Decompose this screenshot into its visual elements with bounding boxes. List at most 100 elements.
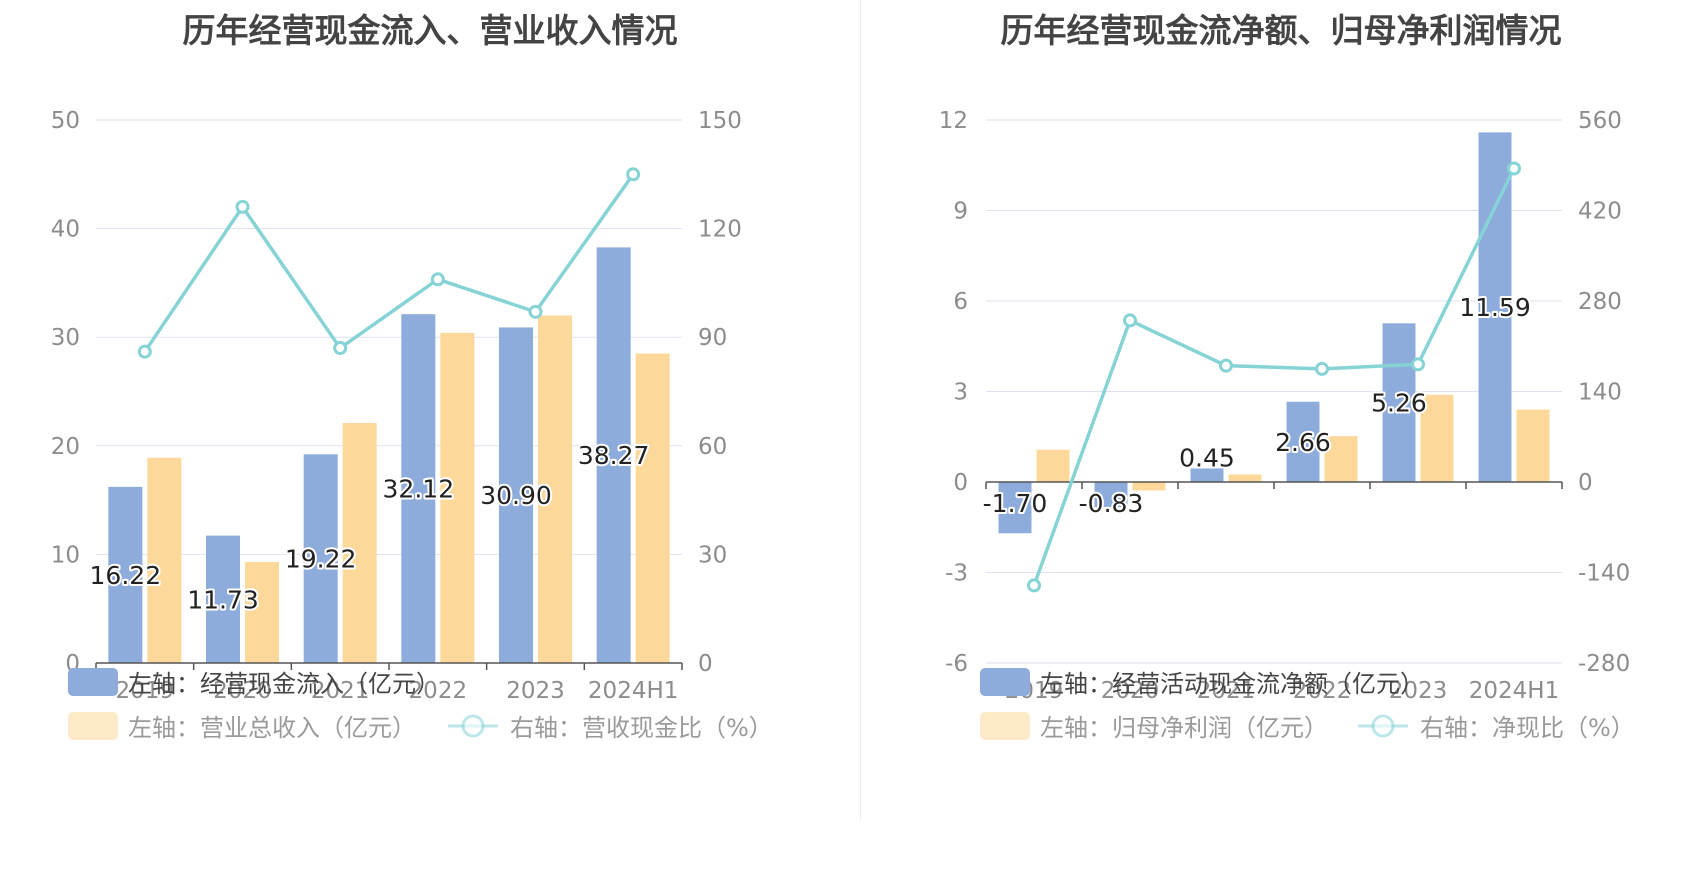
right-legend-bar1-swatch bbox=[980, 667, 1030, 696]
legend-line-marker bbox=[1371, 714, 1395, 737]
right-left-tick-label: 3 bbox=[953, 380, 968, 406]
right-right-tick-label: 0 bbox=[1578, 470, 1593, 496]
left-left-tick-label: 10 bbox=[51, 542, 80, 568]
left-data-label: 11.73 bbox=[187, 585, 259, 614]
right-chart-title: 历年经营现金流净额、归母净利润情况 bbox=[1000, 11, 1562, 50]
right-bar-series2 bbox=[1324, 436, 1358, 482]
left-chart-title: 历年经营现金流入、营业收入情况 bbox=[182, 11, 678, 50]
right-right-tick-label: -140 bbox=[1578, 561, 1630, 587]
left-chart-panel: 历年经营现金流入、营业收入情况 0 10 20 30 40 50 0 30 60 90 120 150… bbox=[51, 11, 773, 743]
left-legend-bar2[interactable]: 左轴：营业总收入（亿元） bbox=[68, 708, 416, 743]
right-left-tick-label: 9 bbox=[953, 199, 968, 225]
left-line-point bbox=[626, 167, 641, 182]
right-bar-series2 bbox=[1132, 482, 1166, 491]
left-line-point bbox=[235, 199, 250, 214]
right-legend-line-label: 右轴：净现比（%） bbox=[1420, 714, 1635, 742]
right-right-tick-label: 280 bbox=[1578, 289, 1622, 315]
left-legend-bar1-swatch bbox=[68, 667, 118, 696]
left-category-label: 2022 bbox=[409, 678, 468, 704]
right-bar-series1 bbox=[1382, 323, 1416, 482]
legend-line-marker bbox=[461, 714, 485, 737]
left-data-label: 30.90 bbox=[480, 481, 552, 510]
left-data-label: 32.12 bbox=[383, 475, 455, 504]
left-bar-series2 bbox=[342, 422, 377, 663]
left-line-point bbox=[430, 272, 445, 287]
right-data-label: 11.59 bbox=[1459, 293, 1531, 322]
right-legend-bar2-swatch bbox=[980, 711, 1030, 740]
left-bar-series1 bbox=[303, 454, 338, 663]
right-data-label: 2.66 bbox=[1275, 428, 1331, 457]
right-left-tick-label: 0 bbox=[953, 470, 968, 496]
left-right-tick-label: 150 bbox=[698, 108, 742, 134]
right-category-label: 2024H1 bbox=[1469, 678, 1559, 704]
right-line-point bbox=[1027, 578, 1041, 593]
right-left-tick-label: -6 bbox=[945, 651, 968, 677]
right-data-label: -1.70 bbox=[983, 489, 1048, 518]
right-legend-bar2[interactable]: 左轴：归母净利润（亿元） bbox=[980, 708, 1328, 743]
left-line-point bbox=[333, 341, 348, 356]
left-data-label: 19.22 bbox=[285, 545, 357, 574]
left-line-point bbox=[137, 344, 152, 359]
right-bar-series2 bbox=[1036, 449, 1070, 482]
right-legend-bar1[interactable]: 左轴：经营活动现金流净额（亿元） bbox=[980, 664, 1424, 699]
left-left-tick-label: 50 bbox=[51, 108, 80, 134]
right-chart-panel: 历年经营现金流净额、归母净利润情况 -6 -3 0 3 6 9 12 -280 -140 0 140… bbox=[862, 0, 1700, 874]
right-left-tick-label: 12 bbox=[939, 108, 968, 134]
left-category-label: 2023 bbox=[506, 678, 565, 704]
right-category-label: 2023 bbox=[1389, 678, 1448, 704]
right-bar-series1 bbox=[1190, 468, 1224, 482]
left-left-tick-label: 30 bbox=[51, 325, 80, 351]
left-left-tick-label: 20 bbox=[51, 434, 80, 460]
right-left-tick-label: 6 bbox=[953, 289, 968, 315]
right-bar-series1 bbox=[1094, 482, 1128, 508]
left-bar-series2 bbox=[538, 315, 572, 663]
left-bar-series1 bbox=[108, 486, 143, 663]
right-legend-bar1-label: 左轴：经营活动现金流净额（亿元） bbox=[1040, 670, 1424, 698]
right-legend-line-swatch bbox=[1358, 714, 1408, 737]
right-right-tick-label: -280 bbox=[1578, 651, 1630, 677]
right-category-label: 2022 bbox=[1293, 678, 1352, 704]
right-left-tick-label: -3 bbox=[945, 561, 968, 587]
right-line-series bbox=[1032, 167, 1516, 587]
right-bar-series2 bbox=[1228, 474, 1262, 482]
left-category-label: 2024H1 bbox=[588, 678, 678, 704]
left-bar-series1 bbox=[499, 327, 533, 663]
left-line-series bbox=[143, 173, 635, 353]
left-category-label: 2019 bbox=[116, 678, 175, 704]
right-bar-series2 bbox=[1516, 409, 1550, 482]
right-data-label: 5.26 bbox=[1371, 389, 1427, 418]
right-data-label: 0.45 bbox=[1179, 443, 1235, 472]
right-line-point bbox=[1315, 361, 1329, 376]
left-data-label: 38.27 bbox=[578, 441, 650, 470]
left-legend-line-swatch bbox=[448, 714, 498, 737]
right-legend-line[interactable]: 右轴：净现比（%） bbox=[1356, 708, 1635, 743]
right-bar-series1 bbox=[998, 482, 1032, 534]
left-bar-series1 bbox=[401, 314, 436, 663]
right-data-label: -0.83 bbox=[1079, 489, 1144, 518]
left-data-label: 16.22 bbox=[90, 561, 162, 590]
left-legend-line[interactable]: 右轴：营收现金比（%） bbox=[446, 708, 773, 743]
right-legend-bar2-label: 左轴：归母净利润（亿元） bbox=[1040, 714, 1328, 742]
left-bar-series1 bbox=[206, 535, 240, 663]
right-line-point bbox=[1507, 161, 1521, 176]
panel-divider bbox=[860, 0, 861, 820]
left-right-tick-label: 0 bbox=[698, 651, 713, 677]
left-left-tick-label: 40 bbox=[51, 217, 80, 243]
right-line-point bbox=[1123, 313, 1137, 328]
left-bar-series2 bbox=[147, 457, 182, 663]
left-bar-series2 bbox=[245, 562, 279, 663]
left-legend-bar2-swatch bbox=[68, 711, 118, 740]
right-category-label: 2021 bbox=[1197, 678, 1256, 704]
right-bar-series1 bbox=[1478, 132, 1512, 482]
left-bar-series1 bbox=[596, 247, 631, 663]
left-legend-bar1[interactable]: 左轴：经营现金流入（亿元） bbox=[68, 664, 440, 699]
right-bar-series2 bbox=[1420, 394, 1454, 482]
right-right-tick-label: 560 bbox=[1578, 108, 1622, 134]
right-line-point bbox=[1219, 358, 1233, 373]
right-right-tick-label: 420 bbox=[1578, 199, 1622, 225]
left-legend-bar2-label: 左轴：营业总收入（亿元） bbox=[128, 714, 416, 742]
right-category-label: 2020 bbox=[1101, 678, 1160, 704]
left-legend-bar1-label: 左轴：经营现金流入（亿元） bbox=[128, 670, 440, 698]
